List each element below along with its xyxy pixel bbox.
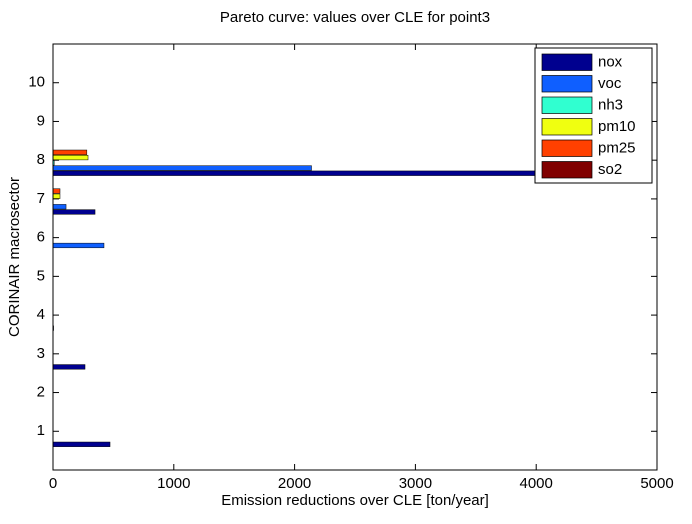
legend-swatch [541, 75, 593, 93]
chart-title: Pareto curve: values over CLE for point3 [220, 9, 490, 26]
legend-label: pm25 [598, 140, 636, 157]
y-axis-label: CORINAIR macrosector [6, 177, 23, 337]
bar [52, 165, 312, 171]
y-tick-label: 9 [37, 112, 45, 129]
y-tick-label: 7 [37, 190, 45, 207]
bar [52, 242, 105, 249]
x-tick-label: 2000 [278, 475, 311, 492]
bar [52, 209, 96, 215]
legend-label: so2 [598, 161, 622, 178]
legend-label: nh3 [598, 97, 623, 114]
y-tick-label: 5 [37, 267, 45, 284]
legend-swatch [541, 139, 593, 157]
bar [52, 364, 86, 370]
bar [52, 188, 61, 194]
legend-label: nox [598, 54, 623, 71]
x-axis-label: Emission reductions over CLE [ton/year] [221, 492, 489, 509]
x-tick-label: 0 [49, 475, 57, 492]
legend-swatch [541, 96, 593, 114]
legend-swatch [541, 53, 593, 71]
bar [52, 441, 111, 447]
bar [52, 149, 88, 155]
y-tick-label: 10 [28, 74, 45, 91]
legend-swatch [541, 118, 593, 136]
y-tick-label: 1 [37, 422, 45, 439]
legend-label: pm10 [598, 118, 636, 135]
bar [52, 193, 61, 199]
legend-label: voc [598, 75, 622, 92]
x-tick-label: 5000 [640, 475, 673, 492]
plot-frame [52, 43, 658, 471]
y-tick-label: 4 [37, 306, 45, 323]
x-tick-label: 1000 [157, 475, 190, 492]
bar [52, 154, 89, 161]
y-tick-label: 8 [37, 151, 45, 168]
y-tick-label: 2 [37, 384, 45, 401]
y-tick-label: 6 [37, 229, 45, 246]
bar [52, 204, 67, 210]
x-tick-label: 4000 [520, 475, 553, 492]
y-tick-label: 3 [37, 345, 45, 362]
x-tick-label: 3000 [399, 475, 432, 492]
bar [52, 170, 561, 176]
legend-swatch [541, 161, 593, 179]
